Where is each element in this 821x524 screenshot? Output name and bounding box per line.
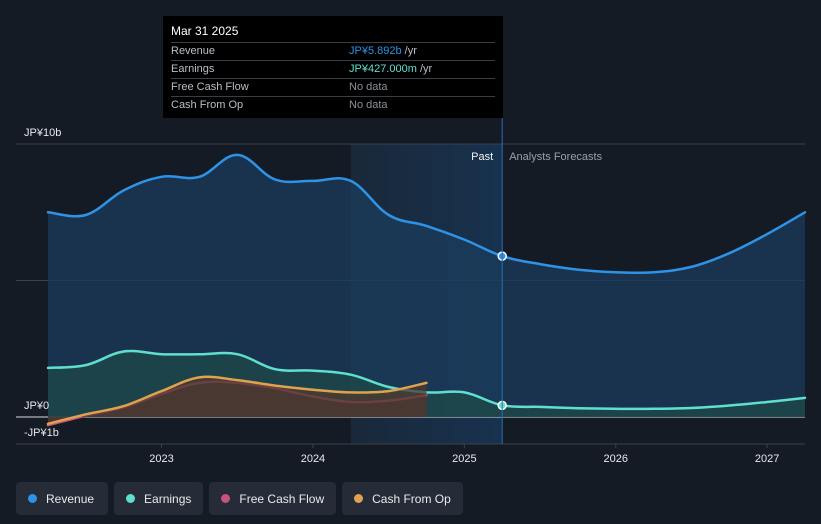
tooltip-row-free-cash-flow: Free Cash Flow No data [171,78,495,96]
x-tick-label: 2025 [452,453,476,465]
tooltip-row-revenue: Revenue JP¥5.892b /yr [171,42,495,60]
tooltip-value: JP¥5.892b [349,45,402,57]
tooltip-label: Revenue [171,45,216,57]
legend-dot-icon [126,494,136,503]
tooltip-unit: /yr [416,63,433,75]
tooltip-date: Mar 31 2025 [171,24,239,38]
tooltip-unit: /yr [401,45,417,57]
legend-dot-icon [28,494,37,503]
tooltip-label: Cash From Op [171,99,244,111]
tooltip-value: No data [349,99,388,111]
legend-label: Cash From Op [372,491,451,506]
x-tick-label: 2027 [755,453,779,465]
y-tick-label: -JP¥1b [24,427,59,439]
tooltip-value: JP¥427.000m [349,63,417,75]
legend-item-cash-from-op[interactable]: Cash From Op [342,482,463,515]
revenue-line [46,153,807,275]
forecast-label: Analysts Forecasts [509,151,602,163]
legend: Revenue Earnings Free Cash Flow Cash Fro… [16,482,469,515]
cash-from-op-area [48,376,427,424]
y-tick-label: JP¥10b [24,127,61,139]
tooltip-row-cash-from-op: Cash From Op No data [171,96,495,114]
y-tick-label: JP¥0 [24,400,49,412]
x-tick-label: 2026 [604,453,628,465]
legend-dot-icon [221,494,231,503]
tooltip-row-earnings: Earnings JP¥427.000m /yr [171,60,495,78]
tooltip-label: Earnings [171,63,215,75]
legend-item-free-cash-flow[interactable]: Free Cash Flow [209,482,337,515]
legend-label: Free Cash Flow [239,491,325,506]
x-tick-label: 2024 [301,453,325,465]
cash-from-op-line [46,375,428,426]
legend-item-revenue[interactable]: Revenue [16,482,109,515]
revenue-area [48,154,805,417]
legend-item-earnings[interactable]: Earnings [114,482,204,515]
legend-dot-icon [354,494,364,503]
tooltip-value: No data [349,81,388,93]
legend-label: Earnings [144,491,192,506]
x-tick-label: 2023 [149,453,173,465]
tooltip: Mar 31 2025 Revenue JP¥5.892b /yr Earnin… [163,16,503,118]
past-label: Past [471,151,493,163]
legend-label: Revenue [46,491,95,506]
tooltip-label: Free Cash Flow [171,81,249,93]
